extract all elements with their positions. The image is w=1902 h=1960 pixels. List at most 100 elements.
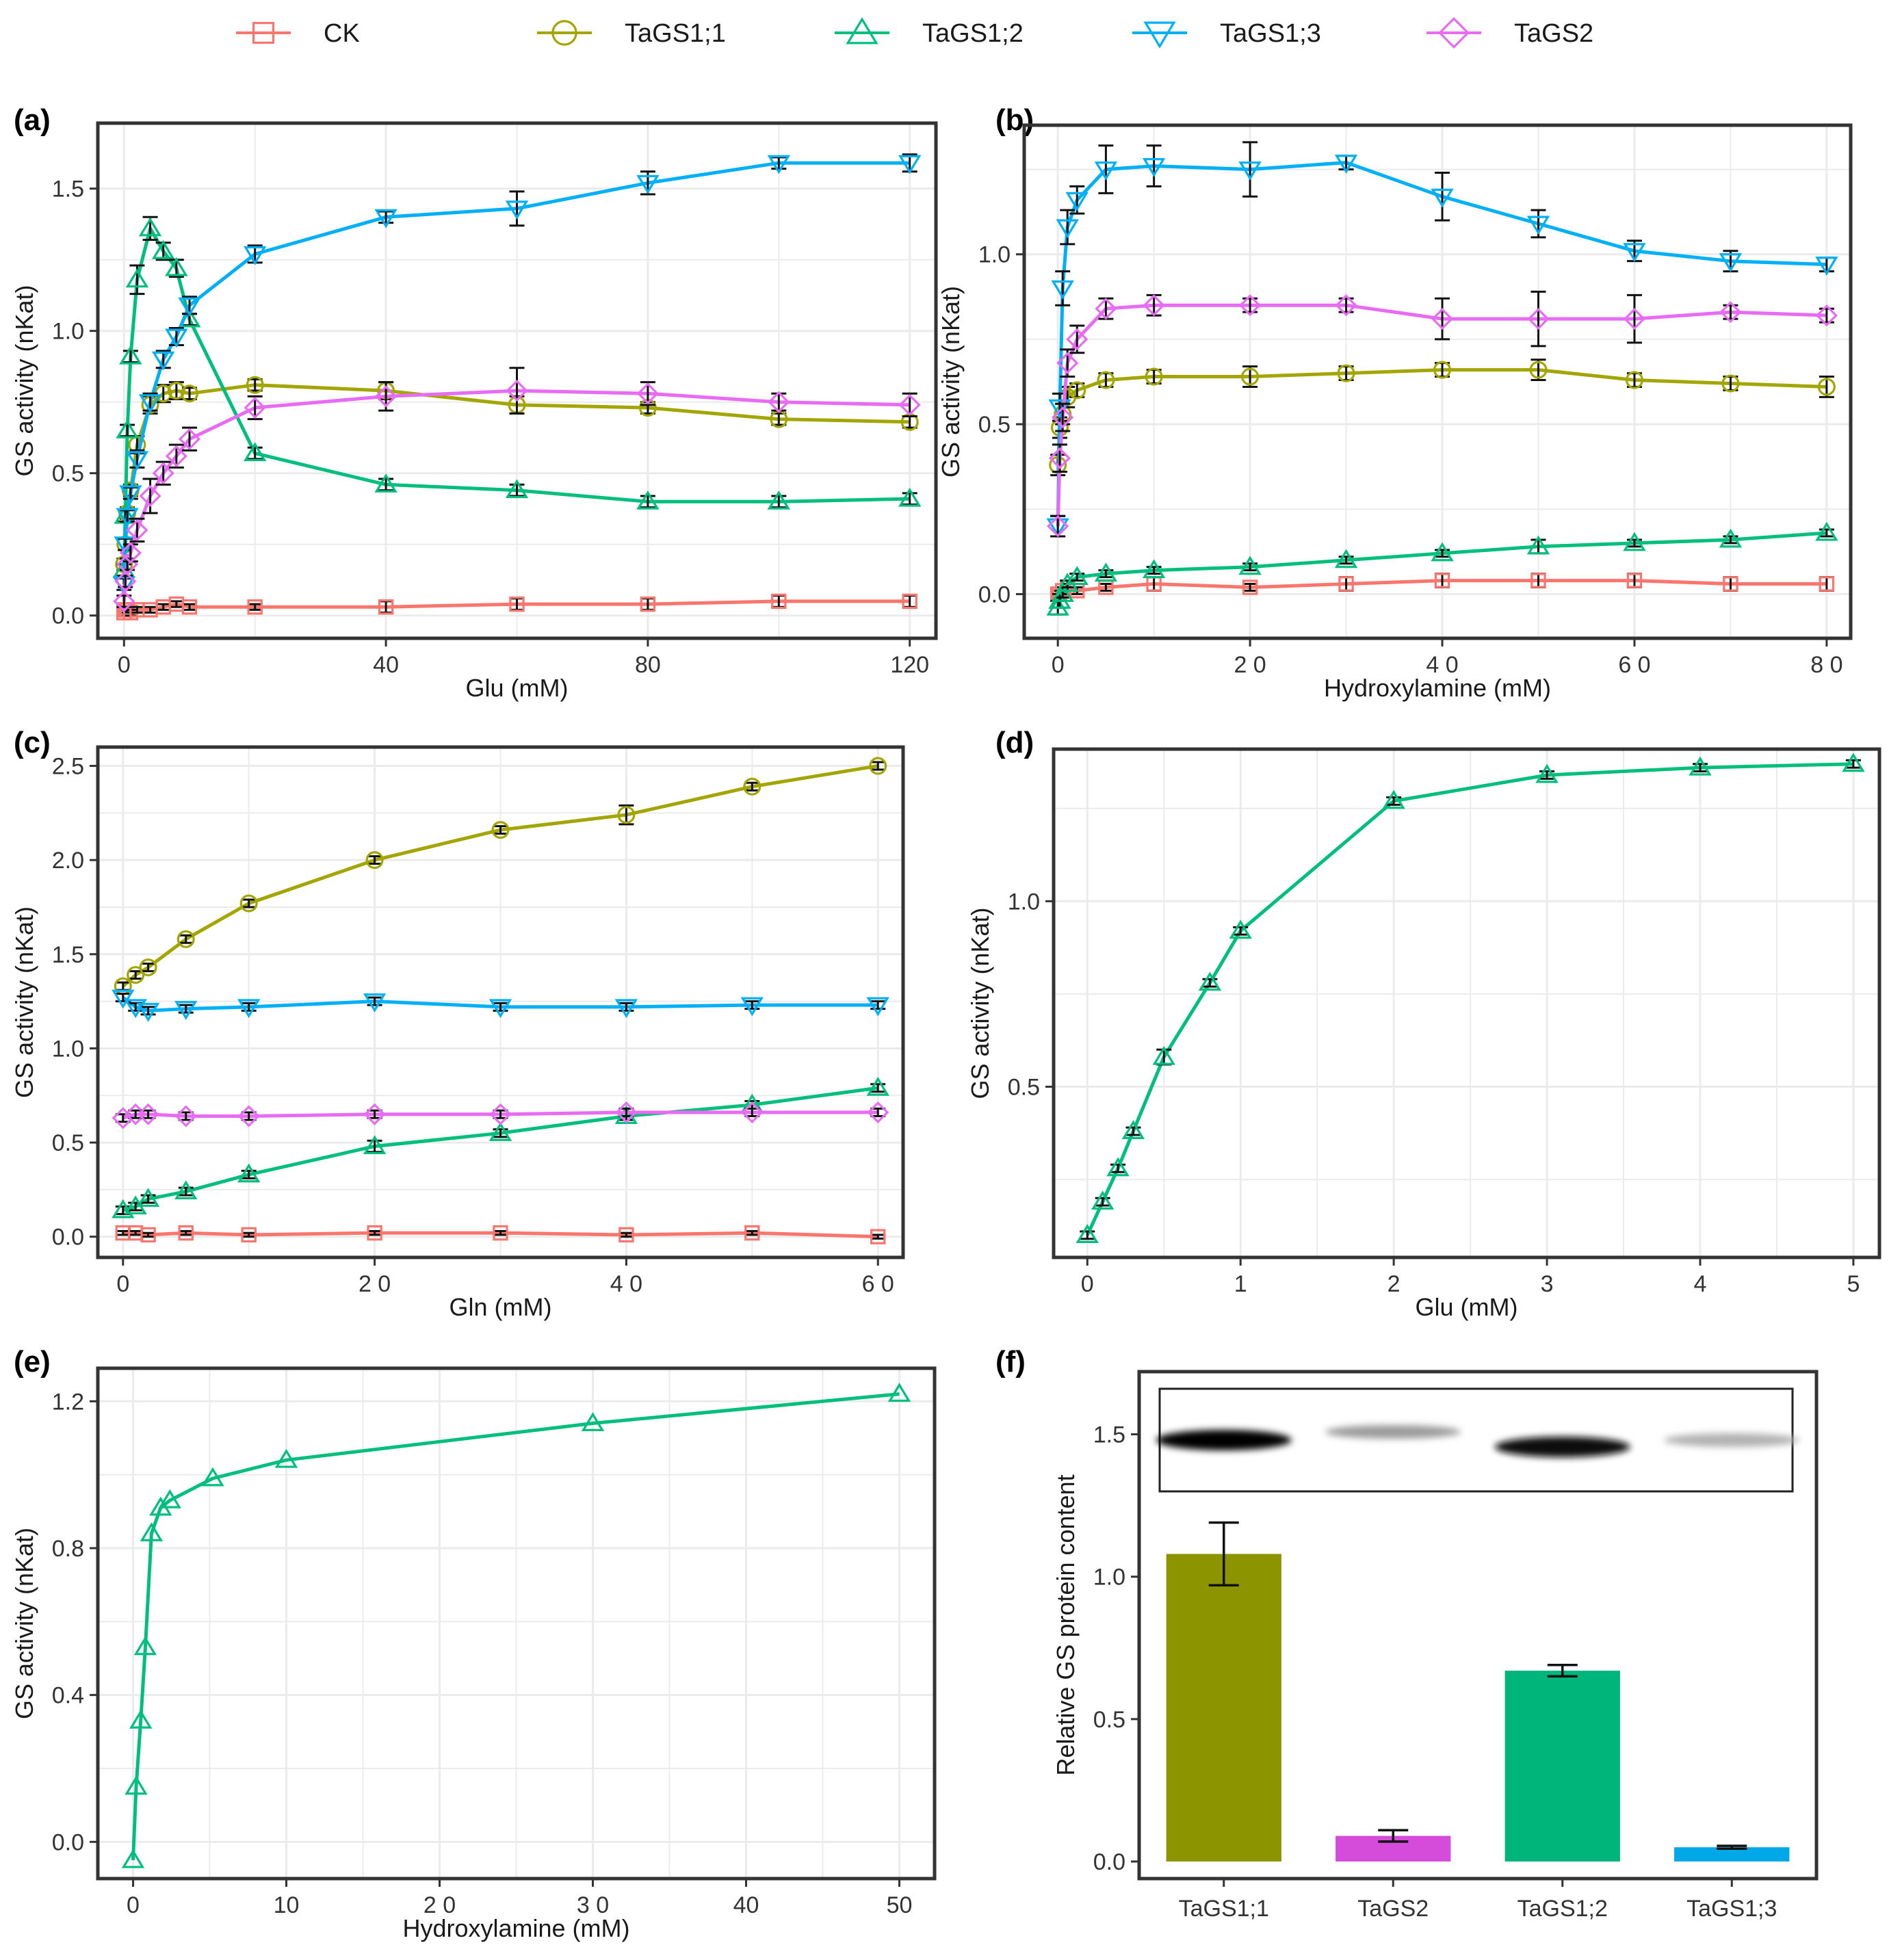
- data-point: [140, 1227, 156, 1243]
- error-bar: [241, 1002, 257, 1012]
- data-point: [1065, 566, 1089, 586]
- data-point: [129, 1709, 153, 1729]
- error-bar: [1435, 297, 1450, 341]
- data-point: [112, 989, 135, 1009]
- error-bar: [140, 1231, 156, 1238]
- data-point: [870, 1229, 886, 1244]
- data-point: [125, 268, 149, 288]
- error-bar: [1060, 209, 1076, 246]
- x-tick-label: 10: [274, 1892, 300, 1918]
- data-point: [493, 1225, 508, 1241]
- panel-border: [1022, 123, 1853, 640]
- data-point: [174, 1180, 198, 1200]
- x-tick-label: TaGS1;3: [1686, 1896, 1777, 1922]
- y-tick-label: 1.0: [1008, 889, 1040, 915]
- error-bar: [1539, 770, 1555, 780]
- panel-tag: (b): [995, 103, 1034, 137]
- x-tick-label: 2 0: [1234, 652, 1266, 678]
- error-bar: [1146, 144, 1162, 187]
- data-point: [244, 396, 266, 419]
- y-tick-label: 0.0: [978, 582, 1011, 607]
- error-bar: [618, 804, 634, 826]
- data-point: [1815, 304, 1838, 327]
- y-tick-label: 1.5: [52, 942, 84, 968]
- data-point: [127, 966, 145, 984]
- error-bar: [1095, 1197, 1110, 1207]
- panel-f: (f) 0.0 0.5 1.0 1.5 Relative GS protein conte…: [995, 1345, 1819, 1922]
- data-point: [1091, 1190, 1115, 1210]
- data-point: [1431, 188, 1454, 208]
- y-tick-label: 0.5: [978, 412, 1011, 438]
- data-point: [178, 297, 201, 317]
- data-point: [1334, 549, 1358, 569]
- data-point: [636, 490, 660, 510]
- data-point: [768, 391, 790, 413]
- data-point: [367, 1225, 382, 1241]
- data-point: [363, 993, 387, 1012]
- y-tick-label: 1.0: [1093, 1565, 1125, 1591]
- error-bar: [247, 603, 263, 611]
- data-point: [374, 209, 398, 228]
- data-point: [152, 462, 174, 484]
- data-point: [1623, 532, 1646, 551]
- x-tick-label: 120: [890, 652, 929, 678]
- x-tick-label: 0: [116, 1271, 129, 1297]
- data-point: [139, 484, 161, 508]
- data-point: [1066, 328, 1089, 350]
- data-point: [866, 1076, 889, 1096]
- data-point: [1051, 280, 1074, 300]
- legend: CK TaGS1;1 TaGS1;2 TaGS1;3 TaGS2: [236, 17, 1593, 49]
- error-bar: [181, 426, 197, 452]
- data-point: [178, 1225, 194, 1241]
- error-bar: [744, 1229, 760, 1236]
- series-ck: [115, 1225, 886, 1244]
- error-bar: [367, 855, 382, 865]
- data-point: [178, 428, 201, 450]
- data-point: [1106, 1157, 1130, 1177]
- x-axis-label: Glu (mM): [1416, 1293, 1518, 1321]
- x-tick-label: TaGS2: [1357, 1896, 1429, 1922]
- panel-tag: (c): [14, 726, 51, 759]
- data-point: [158, 1489, 181, 1508]
- error-bar: [493, 1229, 508, 1236]
- error-bar: [129, 517, 145, 543]
- data-point: [1145, 367, 1163, 386]
- x-axis-label: Gln (mM): [450, 1293, 552, 1321]
- error-bar: [1386, 796, 1402, 806]
- error-bar: [1202, 978, 1218, 988]
- data-point: [1152, 1045, 1175, 1065]
- y-tick-label: 1.0: [978, 242, 1011, 268]
- data-point: [1433, 361, 1452, 379]
- data-point: [1626, 573, 1643, 588]
- y-axis-label: Relative GS protein content: [1052, 1474, 1080, 1775]
- data-point: [741, 1101, 764, 1124]
- data-point: [1530, 573, 1546, 588]
- data-point: [1094, 562, 1118, 582]
- data-point: [1121, 1120, 1145, 1140]
- x-axis-label: Hydroxylamine (mM): [402, 1914, 629, 1942]
- y-tick-label: 1.5: [1093, 1422, 1125, 1448]
- data-point: [618, 1227, 634, 1243]
- data-point: [246, 376, 264, 394]
- x-tick-label: 2 0: [359, 1271, 391, 1297]
- series-tags2: [113, 367, 921, 612]
- data-point: [1241, 367, 1260, 386]
- error-bar: [1125, 1126, 1141, 1136]
- data-point: [363, 1103, 386, 1125]
- data-point: [1047, 515, 1069, 538]
- data-point: [1431, 542, 1454, 562]
- x-tick-label: 4: [1694, 1271, 1707, 1297]
- y-axis-label: GS activity (nKat): [10, 285, 38, 476]
- error-bar: [1530, 290, 1546, 348]
- panel-tag: (e): [14, 1345, 51, 1378]
- data-point: [771, 593, 787, 610]
- data-point: [247, 599, 263, 615]
- error-bar: [142, 605, 158, 614]
- x-tick-label: 1: [1234, 1271, 1247, 1297]
- legend-item-tags1-1: TaGS1;1: [537, 19, 726, 48]
- series-tags2: [112, 1101, 889, 1129]
- data-point: [505, 479, 529, 499]
- bar-tags1-1: TaGS1;1: [1166, 1521, 1281, 1922]
- error-bar: [367, 1139, 382, 1153]
- x-tick-label: 8 0: [1810, 652, 1842, 678]
